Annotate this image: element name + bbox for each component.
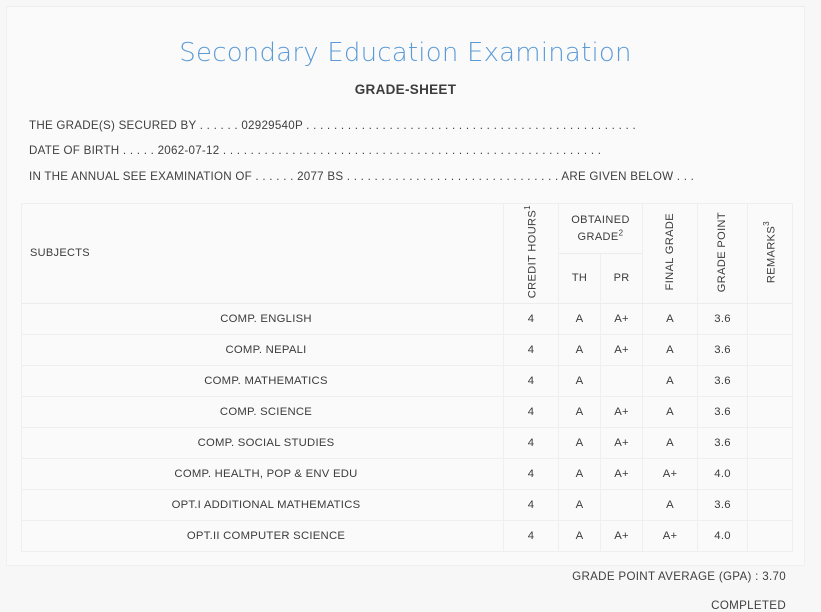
cell-obtained-grade-th: A xyxy=(558,519,601,552)
table-row: COMP. HEALTH, POP & ENV EDU 4 A A+ A+ 4.0 xyxy=(21,457,794,490)
col-header-final-grade-label: FINAL GRADE xyxy=(663,213,676,291)
grade-sheet-page: Secondary Education Examination GRADE-SH… xyxy=(6,6,805,612)
cell-remarks xyxy=(747,395,794,428)
col-header-credit-hours: CREDIT HOURS1 xyxy=(503,203,559,304)
table-row: OPT.II COMPUTER SCIENCE 4 A A+ A+ 4.0 xyxy=(21,519,794,552)
cell-obtained-grade-th: A xyxy=(558,302,601,335)
cell-credit-hours: 4 xyxy=(503,333,559,366)
cell-grade-point: 3.6 xyxy=(697,333,749,366)
grade-table-header: SUBJECTS CREDIT HOURS1 OBTAINED GRADE2 F… xyxy=(21,203,794,304)
student-meta-block: THE GRADE(S) SECURED BY . . . . . . 0292… xyxy=(21,113,790,190)
cell-credit-hours: 4 xyxy=(503,426,559,459)
table-row: COMP. SOCIAL STUDIES 4 A A+ A 3.6 xyxy=(21,426,794,459)
cell-remarks xyxy=(747,519,794,552)
cell-grade-point: 3.6 xyxy=(697,364,749,397)
meta-line-date-of-birth: DATE OF BIRTH . . . . . 2062-07-12 . . .… xyxy=(29,144,602,158)
col-header-obtained-grade: OBTAINED GRADE2 xyxy=(557,203,644,254)
cell-obtained-grade-pr: A+ xyxy=(599,302,644,335)
col-header-th: TH xyxy=(558,252,601,304)
cell-subject: COMP. ENGLISH xyxy=(21,302,504,335)
table-row: COMP. NEPALI 4 A A+ A 3.6 xyxy=(21,333,794,366)
col-header-remarks-label: REMARKS xyxy=(765,225,778,283)
cell-final-grade: A+ xyxy=(642,457,699,490)
header-row-sub: TH PR xyxy=(22,252,793,304)
col-header-grade-point-label: GRADE POINT xyxy=(716,211,729,293)
cell-obtained-grade-pr xyxy=(599,488,644,521)
cell-remarks xyxy=(747,426,794,459)
cell-obtained-grade-pr: A+ xyxy=(599,426,644,459)
cell-obtained-grade-th: A xyxy=(558,457,601,490)
grade-sheet-footer: GRADE POINT AVERAGE (GPA) : 3.70 COMPLET… xyxy=(21,552,790,612)
cell-final-grade: A+ xyxy=(642,519,699,552)
cell-subject: COMP. NEPALI xyxy=(21,333,504,366)
cell-credit-hours: 4 xyxy=(503,488,559,521)
col-header-subjects: SUBJECTS xyxy=(21,203,504,304)
cell-remarks xyxy=(747,488,794,521)
cell-subject: COMP. MATHEMATICS xyxy=(21,364,504,397)
meta-line-exam-year: IN THE ANNUAL SEE EXAMINATION OF . . . .… xyxy=(29,169,695,183)
cell-obtained-grade-th: A xyxy=(558,333,601,366)
cell-final-grade: A xyxy=(642,333,699,366)
cell-subject: COMP. HEALTH, POP & ENV EDU xyxy=(21,457,504,490)
col-header-credit-hours-label: CREDIT HOURS xyxy=(526,210,539,299)
cell-credit-hours: 4 xyxy=(503,395,559,428)
cell-remarks xyxy=(747,457,794,490)
cell-grade-point: 4.0 xyxy=(697,457,749,490)
cell-grade-point: 4.0 xyxy=(697,519,749,552)
cell-obtained-grade-pr: A+ xyxy=(599,333,644,366)
cell-grade-point: 3.6 xyxy=(697,302,749,335)
cell-obtained-grade-pr: A+ xyxy=(599,457,644,490)
col-header-obtained-grade-sup: 2 xyxy=(618,227,624,237)
cell-subject: COMP. SCIENCE xyxy=(21,395,504,428)
table-row: COMP. MATHEMATICS 4 A A 3.6 xyxy=(21,364,794,397)
grade-table: SUBJECTS CREDIT HOURS1 OBTAINED GRADE2 F… xyxy=(21,203,794,552)
grade-sheet-content: Secondary Education Examination GRADE-SH… xyxy=(7,7,804,612)
col-header-obtained-grade-label: OBTAINED GRADE xyxy=(571,214,630,243)
cell-credit-hours: 4 xyxy=(503,457,559,490)
gpa-value: GRADE POINT AVERAGE (GPA) : 3.70 xyxy=(572,569,786,583)
table-row: COMP. SCIENCE 4 A A+ A 3.6 xyxy=(21,395,794,428)
cell-final-grade: A xyxy=(642,426,699,459)
cell-obtained-grade-pr: A+ xyxy=(599,519,644,552)
cell-obtained-grade-pr xyxy=(599,364,644,397)
header-row-main: SUBJECTS CREDIT HOURS1 OBTAINED GRADE2 F… xyxy=(21,203,794,304)
page-title: Secondary Education Examination xyxy=(179,38,632,68)
table-row: COMP. ENGLISH 4 A A+ A 3.6 xyxy=(21,302,794,335)
cell-final-grade: A xyxy=(642,302,699,335)
cell-grade-point: 3.6 xyxy=(697,426,749,459)
cell-subject: OPT.II COMPUTER SCIENCE xyxy=(21,519,504,552)
col-header-credit-hours-sup: 1 xyxy=(522,205,532,211)
cell-remarks xyxy=(747,364,794,397)
col-header-remarks-sup: 3 xyxy=(761,220,771,226)
cell-credit-hours: 4 xyxy=(503,519,559,552)
cell-final-grade: A xyxy=(642,395,699,428)
table-row: OPT.I ADDITIONAL MATHEMATICS 4 A A 3.6 xyxy=(21,488,794,521)
cell-obtained-grade-pr: A+ xyxy=(599,395,644,428)
col-header-final-grade: FINAL GRADE xyxy=(642,203,699,304)
cell-obtained-grade-th: A xyxy=(558,364,601,397)
cell-remarks xyxy=(747,333,794,366)
cell-final-grade: A xyxy=(642,364,699,397)
cell-obtained-grade-th: A xyxy=(558,395,601,428)
cell-subject: OPT.I ADDITIONAL MATHEMATICS xyxy=(21,488,504,521)
col-header-remarks: REMARKS3 xyxy=(747,203,794,304)
cell-grade-point: 3.6 xyxy=(697,488,749,521)
meta-line-symbol-number: THE GRADE(S) SECURED BY . . . . . . 0292… xyxy=(29,118,636,132)
cell-grade-point: 3.6 xyxy=(697,395,749,428)
cell-obtained-grade-th: A xyxy=(558,488,601,521)
col-header-pr: PR xyxy=(599,252,644,304)
grade-table-body: COMP. ENGLISH 4 A A+ A 3.6 COMP. NEPALI 4 A A+ A 3.… xyxy=(21,302,794,552)
page-subtitle: GRADE-SHEET xyxy=(354,81,457,97)
status-completed: COMPLETED xyxy=(711,598,786,612)
cell-credit-hours: 4 xyxy=(503,364,559,397)
cell-credit-hours: 4 xyxy=(503,302,559,335)
cell-final-grade: A xyxy=(642,488,699,521)
cell-remarks xyxy=(747,302,794,335)
cell-subject: COMP. SOCIAL STUDIES xyxy=(21,426,504,459)
cell-obtained-grade-th: A xyxy=(558,426,601,459)
col-header-grade-point: GRADE POINT xyxy=(697,203,749,304)
